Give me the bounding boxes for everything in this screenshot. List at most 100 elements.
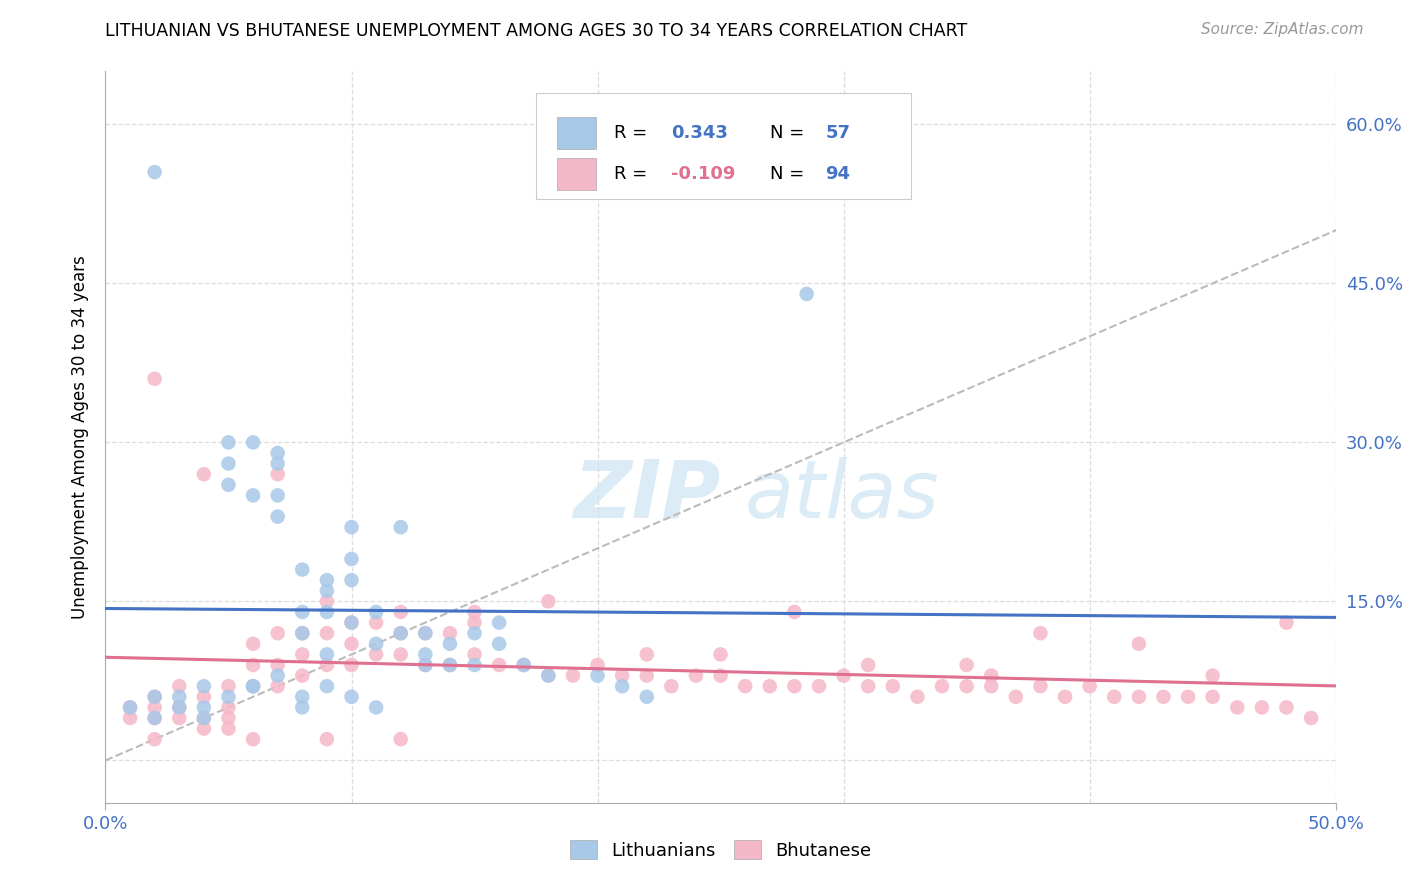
Point	[340, 573, 363, 587]
Point	[586, 668, 609, 682]
Point	[242, 435, 264, 450]
Point	[218, 477, 240, 491]
Point	[143, 372, 166, 386]
Point	[956, 658, 979, 673]
Point	[783, 605, 806, 619]
Point	[610, 668, 633, 682]
Point	[340, 615, 363, 630]
Point	[415, 626, 437, 640]
Point	[807, 679, 830, 693]
Point	[291, 605, 314, 619]
Text: -0.109: -0.109	[672, 165, 735, 183]
Point	[218, 722, 240, 736]
Point	[1275, 700, 1298, 714]
Point	[956, 679, 979, 693]
Point	[464, 615, 486, 630]
Point	[218, 679, 240, 693]
Point	[143, 690, 166, 704]
Point	[242, 679, 264, 693]
Point	[907, 690, 929, 704]
Point	[366, 615, 388, 630]
Point	[242, 732, 264, 747]
Point	[1029, 626, 1052, 640]
Point	[389, 520, 412, 534]
Point	[1128, 637, 1150, 651]
Point	[1177, 690, 1199, 704]
Point	[610, 679, 633, 693]
Text: N =: N =	[770, 165, 810, 183]
Point	[783, 679, 806, 693]
Text: ZIP: ZIP	[574, 457, 721, 534]
Text: R =: R =	[613, 124, 652, 142]
Point	[931, 679, 953, 693]
Point	[858, 658, 880, 673]
Legend: Lithuanians, Bhutanese: Lithuanians, Bhutanese	[562, 833, 879, 867]
Point	[389, 626, 412, 640]
Point	[120, 700, 141, 714]
Point	[710, 648, 733, 662]
Point	[1275, 615, 1298, 630]
Point	[415, 658, 437, 673]
Point	[218, 700, 240, 714]
Point	[218, 435, 240, 450]
Point	[1128, 690, 1150, 704]
Point	[315, 648, 337, 662]
Point	[315, 605, 337, 619]
Point	[267, 679, 290, 693]
Point	[1102, 690, 1125, 704]
Point	[464, 605, 486, 619]
Point	[267, 467, 290, 482]
Point	[143, 700, 166, 714]
Point	[1226, 700, 1249, 714]
Point	[537, 668, 560, 682]
Point	[340, 552, 363, 566]
Point	[562, 668, 585, 682]
FancyBboxPatch shape	[557, 158, 596, 190]
Point	[366, 648, 388, 662]
Point	[242, 679, 264, 693]
Text: atlas: atlas	[745, 457, 941, 534]
Point	[291, 668, 314, 682]
Text: N =: N =	[770, 124, 810, 142]
Point	[242, 658, 264, 673]
Point	[169, 700, 191, 714]
Point	[636, 690, 658, 704]
Point	[315, 583, 337, 598]
Point	[980, 679, 1002, 693]
FancyBboxPatch shape	[536, 94, 911, 200]
Point	[193, 467, 215, 482]
Point	[315, 679, 337, 693]
Point	[882, 679, 904, 693]
Point	[1004, 690, 1026, 704]
Point	[193, 711, 215, 725]
Point	[415, 626, 437, 640]
Point	[120, 700, 141, 714]
Point	[291, 700, 314, 714]
Point	[537, 668, 560, 682]
Point	[267, 668, 290, 682]
Point	[513, 658, 536, 673]
FancyBboxPatch shape	[557, 117, 596, 149]
Point	[1153, 690, 1175, 704]
Point	[464, 626, 486, 640]
Point	[1301, 711, 1323, 725]
Point	[980, 668, 1002, 682]
Point	[389, 605, 412, 619]
Point	[636, 668, 658, 682]
Point	[366, 700, 388, 714]
Point	[513, 658, 536, 673]
Point	[464, 648, 486, 662]
Point	[759, 679, 782, 693]
Point	[636, 648, 658, 662]
Point	[315, 573, 337, 587]
Point	[340, 637, 363, 651]
Point	[291, 626, 314, 640]
Point	[537, 594, 560, 608]
Point	[464, 658, 486, 673]
Point	[169, 711, 191, 725]
Point	[267, 446, 290, 460]
Point	[143, 732, 166, 747]
Point	[488, 658, 510, 673]
Text: Source: ZipAtlas.com: Source: ZipAtlas.com	[1201, 22, 1364, 37]
Point	[291, 563, 314, 577]
